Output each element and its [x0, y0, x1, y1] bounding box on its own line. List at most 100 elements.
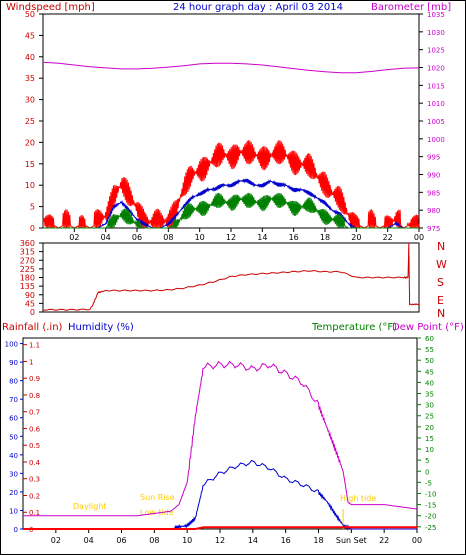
- temp-y-tick-label: 60: [425, 335, 434, 343]
- compass-label-n-bottom: N: [437, 307, 445, 320]
- humidity-y-tick-label: 70: [9, 396, 18, 404]
- temp-y-tick-label: 20: [425, 424, 434, 432]
- compass-label-n-top: N: [437, 240, 445, 253]
- wind-x-tick-label: 08: [163, 233, 173, 242]
- graph-title: 24 hour graph day : April 03 2014: [173, 2, 343, 13]
- dir-y-tick-label: 225: [20, 265, 35, 274]
- wind-y-tick-label: 30: [25, 96, 35, 105]
- wind-y-tick-label: 40: [25, 53, 35, 62]
- wind-x-tick-label: 10: [195, 233, 205, 242]
- baro-y-tick-label: 995: [427, 154, 440, 162]
- rain-y-tick-label: 0.8: [29, 392, 40, 400]
- series-temperature-line: [23, 360, 418, 517]
- temp-y-tick-label: 55: [425, 346, 434, 354]
- temp-x-tick-label: 14: [248, 536, 258, 545]
- wind-x-tick-label: 00: [414, 233, 424, 242]
- wind-x-tick-label: 16: [289, 233, 299, 242]
- rain-y-tick-label: 0.2: [29, 492, 40, 500]
- temp-y-tick-label: 10: [425, 446, 434, 454]
- baro-y-tick-label: 1035: [427, 11, 445, 19]
- wind-x-tick-label: 14: [257, 233, 267, 242]
- rainfall-axis-title: Rainfall (.in): [2, 322, 63, 333]
- temp-y-tick-label: -25: [425, 524, 436, 532]
- wind-y-tick-label: 20: [25, 138, 35, 147]
- baro-y-tick-label: 990: [427, 172, 440, 180]
- rain-y-tick-label: 1.1: [29, 342, 40, 350]
- temp-y-tick-label: 25: [425, 413, 434, 421]
- barometer-axis-title: Barometer [mb]: [371, 2, 451, 13]
- temp-y-tick-label: -20: [425, 513, 436, 521]
- baro-y-tick-label: 1015: [427, 82, 445, 90]
- temp-y-tick-label: 45: [425, 368, 434, 376]
- humidity-y-tick-label: 30: [9, 470, 18, 478]
- rain-y-tick-label: 0.4: [29, 459, 41, 467]
- wind-y-tick-label: 25: [25, 117, 35, 126]
- temp-y-tick-label: -15: [425, 502, 436, 510]
- dir-y-tick-label: 270: [20, 256, 35, 265]
- humidity-y-tick-label: 90: [9, 359, 18, 367]
- annotation-daylight: Daylight: [73, 502, 107, 511]
- rain-y-tick-label: 0.7: [29, 409, 40, 417]
- temp-x-tick-label: Sun Set: [336, 536, 367, 545]
- rain-y-tick-label: 0.5: [29, 442, 40, 450]
- temp-y-tick-label: 5: [425, 457, 429, 465]
- humidity-y-tick-label: 100: [5, 341, 18, 349]
- temp-x-tick-label: 16: [281, 536, 291, 545]
- dir-y-tick-label: 45: [25, 299, 35, 308]
- temp-x-tick-label: 18: [313, 536, 323, 545]
- rain-y-tick-label: 0.6: [29, 425, 41, 433]
- annotation-sunrise: Sun Rise: [140, 493, 175, 502]
- temp-x-tick-label: 06: [116, 536, 126, 545]
- temp-x-tick-label: 00: [412, 536, 422, 545]
- wind-x-tick-label: 12: [226, 233, 236, 242]
- humidity-y-tick-label: 60: [9, 415, 18, 423]
- baro-y-tick-label: 1020: [427, 65, 445, 73]
- wind-y-tick-label: 50: [25, 10, 35, 19]
- wind-y-tick-label: 15: [25, 160, 35, 169]
- dir-y-tick-label: 135: [20, 282, 35, 291]
- temp-y-tick-label: 15: [425, 435, 434, 443]
- dir-y-tick-label: 360: [20, 239, 35, 248]
- temperature-axis-title: Temperature (°F): [311, 322, 397, 333]
- dir-y-tick-label: 315: [20, 248, 35, 257]
- annotation-low-tide: Low tide: [140, 508, 174, 517]
- humidity-y-tick-label: 50: [9, 433, 18, 441]
- baro-y-tick-label: 985: [427, 189, 440, 197]
- temp-y-tick-label: 0: [425, 468, 429, 476]
- rain-y-tick-label: 1: [29, 358, 33, 366]
- temp-x-tick-label: 22: [379, 536, 389, 545]
- wind-x-tick-label: 20: [351, 233, 361, 242]
- temp-x-tick-label: 10: [182, 536, 192, 545]
- baro-y-tick-label: 975: [427, 225, 440, 233]
- wind-x-tick-label: 02: [69, 233, 79, 242]
- humidity-y-tick-label: 40: [9, 452, 18, 460]
- panel-wind-frame: [42, 13, 420, 229]
- compass-label-e: E: [437, 294, 444, 307]
- wind-y-tick-label: 0: [30, 224, 35, 233]
- series-gust-line: [42, 140, 420, 229]
- series-direction-line: [42, 242, 420, 311]
- temp-x-tick-label: 12: [215, 536, 225, 545]
- baro-y-tick-label: 980: [427, 207, 440, 215]
- dir-y-tick-label: 90: [25, 291, 35, 300]
- wind-y-tick-label: 5: [30, 203, 35, 212]
- temp-y-tick-label: 50: [425, 357, 434, 365]
- baro-y-tick-label: 1025: [427, 47, 445, 55]
- humidity-y-tick-label: 20: [9, 489, 18, 497]
- humidity-y-tick-label: 10: [9, 507, 18, 515]
- wind-y-tick-label: 10: [25, 181, 35, 190]
- temp-y-tick-label: 40: [425, 379, 434, 387]
- wind-x-tick-label: 04: [101, 233, 111, 242]
- baro-y-tick-label: 1010: [427, 100, 445, 108]
- wind-y-tick-label: 35: [25, 74, 35, 83]
- wind-x-tick-label: 18: [320, 233, 330, 242]
- series-minimum-line: [43, 192, 419, 229]
- compass-label-s: S: [437, 276, 444, 289]
- humidity-y-tick-label: 0: [14, 526, 18, 534]
- series-rainfall-line: [23, 526, 417, 530]
- rain-y-tick-label: 0.9: [29, 375, 40, 383]
- humidity-axis-title: Humidity (%): [68, 322, 134, 333]
- series-barometer-line: [42, 61, 420, 74]
